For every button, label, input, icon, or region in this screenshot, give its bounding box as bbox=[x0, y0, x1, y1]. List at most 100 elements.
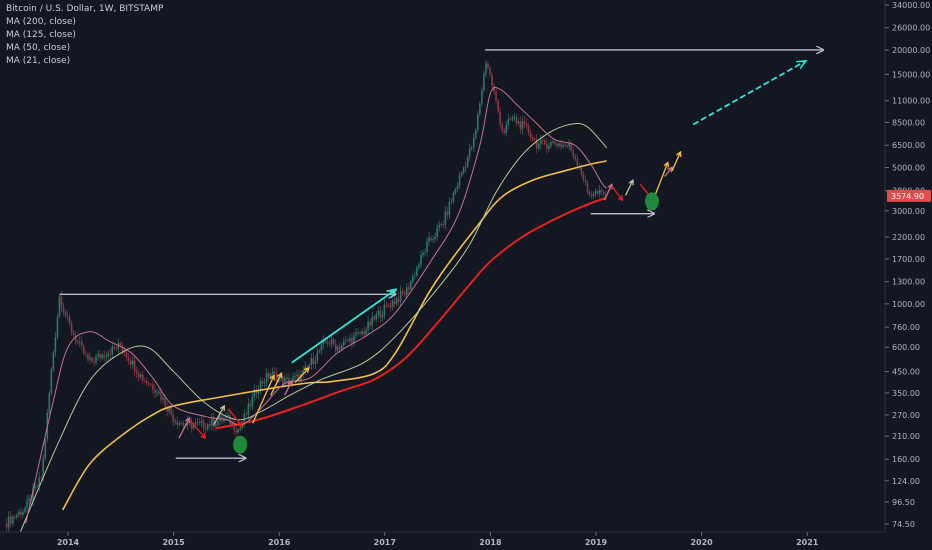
candle-body bbox=[245, 414, 248, 415]
candle-body bbox=[377, 311, 380, 315]
candle-body bbox=[28, 498, 30, 501]
time-tick-label: 2020 bbox=[690, 538, 713, 547]
candle-body bbox=[125, 353, 128, 358]
candle-body bbox=[101, 354, 103, 359]
candle-body bbox=[121, 346, 124, 352]
ma-50-line[interactable] bbox=[20, 123, 607, 532]
small-move-arrowhead bbox=[184, 416, 191, 424]
small-move-arrow[interactable] bbox=[178, 417, 191, 439]
candle-body bbox=[594, 191, 597, 195]
candle-body bbox=[93, 361, 95, 363]
green-bottom-marker[interactable] bbox=[644, 192, 659, 211]
candle-body bbox=[227, 415, 229, 417]
candle-body bbox=[164, 397, 166, 407]
ma-21-line[interactable] bbox=[25, 86, 607, 524]
candle-body bbox=[509, 119, 512, 121]
small-move-arrow[interactable] bbox=[252, 375, 275, 424]
candle-body bbox=[379, 311, 382, 318]
candle-body bbox=[533, 139, 536, 141]
candle-body bbox=[129, 360, 132, 365]
candle-body bbox=[521, 121, 524, 130]
candle-body bbox=[308, 365, 311, 367]
price-tick-label: 350.00 bbox=[892, 389, 920, 398]
price-tick-label: 1300.00 bbox=[892, 278, 925, 287]
candle-body bbox=[237, 429, 239, 433]
candle-body bbox=[576, 159, 579, 166]
ma-125-line[interactable] bbox=[62, 160, 607, 511]
candle-body bbox=[519, 121, 522, 130]
candle-body bbox=[450, 201, 453, 203]
candle-body bbox=[44, 439, 47, 458]
small-move-arrow[interactable] bbox=[294, 367, 310, 384]
price-tick-label: 600.00 bbox=[892, 343, 920, 352]
small-move-arrowhead bbox=[219, 404, 225, 411]
small-move-arrow[interactable] bbox=[270, 373, 282, 396]
candle-body bbox=[468, 148, 471, 157]
annotation-arrows bbox=[59, 50, 823, 458]
small-move-arrow[interactable] bbox=[283, 381, 293, 396]
candle-body bbox=[426, 241, 428, 253]
candle-body bbox=[507, 119, 510, 125]
candle-body bbox=[273, 371, 276, 374]
legend-item-ma200[interactable]: MA (200, close) bbox=[6, 17, 76, 27]
green-bottom-marker[interactable] bbox=[233, 435, 248, 454]
candle-body bbox=[13, 516, 16, 518]
candle-body bbox=[560, 143, 562, 147]
candle-body bbox=[233, 422, 235, 431]
small-move-arrowhead bbox=[617, 195, 624, 202]
candle-body bbox=[456, 185, 459, 190]
candle-body bbox=[127, 357, 130, 361]
legend-item-ma21[interactable]: MA (21, close) bbox=[6, 56, 71, 66]
small-move-arrow[interactable] bbox=[611, 185, 623, 201]
small-move-arrow[interactable] bbox=[603, 184, 613, 201]
legend-item-ma125[interactable]: MA (125, close) bbox=[6, 30, 76, 40]
chart-legend: Bitcoin / U.S. Dollar, 1W, BITSTAMP MA (… bbox=[6, 3, 163, 68]
candle-body bbox=[568, 143, 570, 147]
candle-body bbox=[56, 316, 59, 338]
legend-item-ma50[interactable]: MA (50, close) bbox=[6, 43, 71, 53]
price-tick-label: 6500.00 bbox=[892, 141, 925, 150]
small-move-arrow[interactable] bbox=[624, 179, 634, 196]
candle-body bbox=[590, 194, 593, 196]
candle-body bbox=[580, 167, 583, 175]
candle-body bbox=[584, 180, 587, 183]
candle-body bbox=[460, 173, 463, 176]
candle-body bbox=[393, 300, 396, 304]
candle-body bbox=[231, 422, 233, 425]
candle-body bbox=[292, 376, 294, 381]
candle-body bbox=[527, 125, 530, 134]
candle-body bbox=[20, 511, 22, 516]
candle-body bbox=[424, 252, 426, 253]
candle-body bbox=[505, 124, 508, 133]
candle-body bbox=[247, 403, 250, 415]
small-move-arrow[interactable] bbox=[213, 405, 225, 426]
ma-200-line[interactable] bbox=[215, 196, 607, 430]
small-move-arrow[interactable] bbox=[188, 419, 206, 439]
price-tick-label: 26000.00 bbox=[892, 24, 930, 33]
candle-body bbox=[148, 383, 150, 385]
candle-body bbox=[200, 420, 203, 423]
candle-body bbox=[442, 224, 445, 226]
candle-body bbox=[50, 369, 53, 393]
candle-body bbox=[600, 190, 603, 193]
small-move-arrow[interactable] bbox=[671, 151, 682, 172]
candle-body bbox=[210, 418, 213, 426]
candle-body bbox=[280, 376, 282, 378]
candle-body bbox=[131, 360, 134, 365]
cyan-trend-arrow[interactable] bbox=[291, 290, 395, 364]
cyan-trend-arrow[interactable] bbox=[692, 61, 805, 126]
small-move-arrow[interactable] bbox=[653, 162, 669, 198]
candle-body bbox=[310, 358, 313, 366]
candle-body bbox=[271, 371, 274, 375]
candle-body bbox=[369, 321, 371, 326]
candle-body bbox=[324, 340, 327, 342]
candle-body bbox=[391, 300, 394, 308]
small-move-arrow[interactable] bbox=[664, 167, 673, 177]
candle-body bbox=[7, 516, 10, 528]
candle-body bbox=[340, 345, 343, 350]
candle-body bbox=[263, 382, 266, 384]
candle-body bbox=[150, 384, 152, 386]
small-move-arrow[interactable] bbox=[227, 408, 243, 428]
candle-body bbox=[365, 329, 367, 335]
